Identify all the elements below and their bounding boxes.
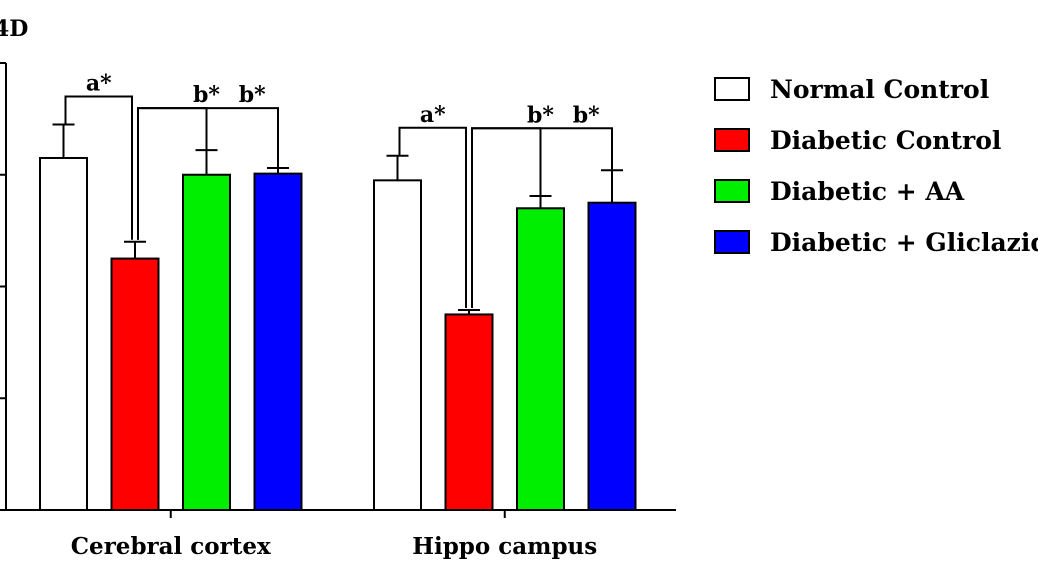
bar-0-0 [39, 156, 88, 512]
significance-bracket-3 [398, 126, 467, 308]
legend-label-3: Diabetic + Gliclazide [770, 228, 1038, 257]
legend-label-0: Normal Control [770, 75, 989, 104]
significance-annotations: a* b* b* a* b* b* [64, 70, 613, 308]
significance-label-0: a* [86, 70, 112, 96]
bar-1-1 [444, 313, 494, 511]
x-axis-labels: Cerebral cortex Hippo campus [71, 533, 597, 560]
legend-label-1: Diabetic Control [770, 126, 1001, 155]
significance-label-3: a* [420, 102, 446, 128]
bars [39, 123, 637, 512]
significance-bracket-0 [64, 95, 133, 240]
legend-swatch-1 [714, 128, 750, 152]
significance-label-5: b* [573, 102, 600, 128]
bar-3-0 [253, 172, 303, 511]
axes [0, 62, 676, 518]
category-label-0: Cerebral cortex [71, 533, 271, 560]
legend-swatch-0 [714, 77, 750, 101]
significance-bracket-2 [137, 107, 279, 240]
category-label-1: Hippo campus [412, 533, 597, 560]
legend-swatch-3 [714, 230, 750, 254]
bar-2-0 [182, 173, 231, 511]
significance-bracket-5 [471, 127, 613, 308]
bar-3-1 [587, 201, 637, 511]
significance-label-1: b* [193, 82, 220, 108]
significance-label-4: b* [527, 102, 554, 128]
legend-swatch-2 [714, 179, 750, 203]
legend: Normal Control Diabetic Control Diabetic +… [714, 75, 1038, 257]
significance-label-2: b* [239, 82, 266, 108]
bar-0-1 [373, 179, 422, 511]
legend-label-2: Diabetic + AA [770, 177, 965, 206]
bar-1-0 [110, 257, 160, 511]
bar-2-1 [516, 207, 565, 511]
figure-label: 4D [0, 16, 28, 42]
